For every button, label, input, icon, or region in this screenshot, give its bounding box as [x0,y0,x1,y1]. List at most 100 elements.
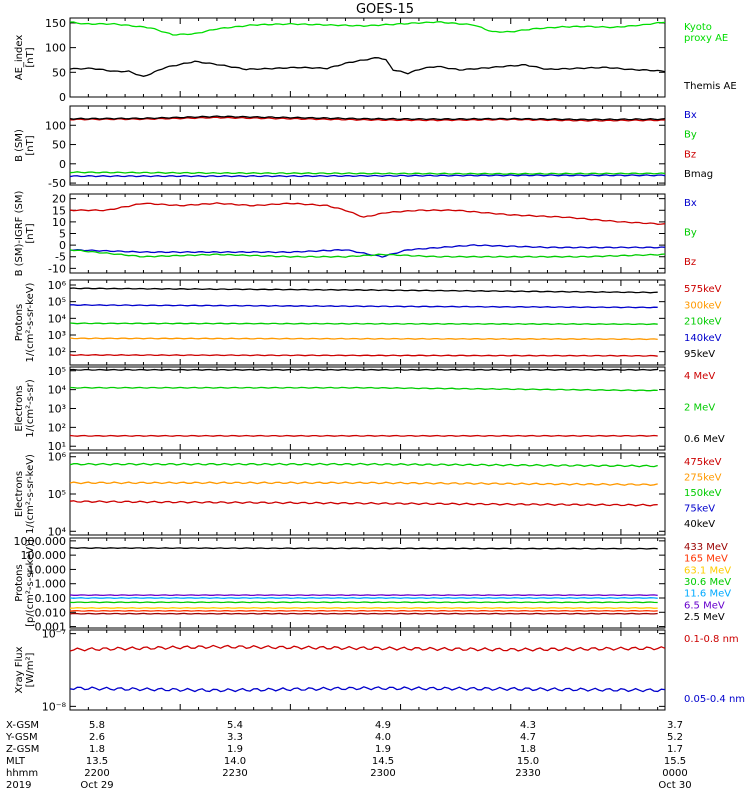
legend-label: 11.6 MeV [684,589,731,600]
legend-label: 75keV [684,504,715,515]
ephemeris-value: 1.8 [520,744,536,755]
y-tick-label: 10⁻⁷ [42,628,66,641]
y-tick-label: 10⁵ [48,488,66,501]
series-line-575kev [69,354,658,357]
plot-frame [69,105,666,186]
ephemeris-value: 2230 [222,768,247,779]
y-axis-label: 1/(cm²-s-sr) [25,379,36,438]
y-tick-label: 0 [59,158,66,171]
y-tick-label: 10.000 [28,563,67,576]
y-tick-label: 20 [52,193,66,206]
legend-label: 150keV [684,488,722,499]
legend-label: 2 MeV [684,403,715,414]
panel-xray: 10⁻⁸ 10⁻⁷ Xray Flux [W/m²] 0.1-0.8 nm 0.05-0.… [14,628,745,714]
ephemeris-value: 0000 [662,768,687,779]
y-tick-label: 100.000 [21,549,67,562]
y-tick-label: 5 [59,228,66,241]
legend-label: 2.5 MeV [684,612,725,623]
series-line-11-6-mev [69,597,658,599]
series-line-275kev [69,481,658,486]
series-line-bx [69,174,666,178]
series-line-2-5-mev [69,547,658,550]
legend-label: By [684,228,697,239]
ephemeris-row-label: 2019 [6,780,31,791]
legend-label: 0.6 MeV [684,434,725,445]
ephemeris-value: 4.9 [375,720,391,731]
y-axis-label: B (SM) [14,129,25,162]
ephemeris-value: Oct 29 [80,780,113,791]
ephemeris-value: Oct 30 [658,780,691,791]
y-axis-label: Protons [14,564,25,601]
y-tick-label: 10⁵ [48,365,66,378]
series-line-2-mev [69,386,658,392]
ephemeris-value: 5.4 [227,720,243,731]
plot-frame [69,537,666,629]
y-tick-label: 50 [52,66,66,79]
legend-label: 40keV [684,519,715,530]
series-line-300kev [69,337,658,341]
series-line-165-mev [69,609,658,612]
ephemeris-value: 1.7 [667,744,683,755]
legend-label: 63.1 MeV [684,565,731,576]
series-line-by [69,171,666,175]
y-axis-label: 1/(cm²-s-sr-keV) [25,282,36,362]
y-tick-label: 0.001 [35,621,67,634]
y-axis-label: [nT] [25,47,36,67]
y-tick-label: 10¹ [48,440,66,453]
legend-label: Bz [684,149,696,160]
series-line-bz [70,116,666,122]
y-tick-label: 1000.000 [14,535,67,548]
legend-label: 300keV [684,300,722,311]
plot-frame [69,279,666,366]
y-tick-label: 1.000 [35,578,67,591]
y-axis-label: Electrons [14,471,25,517]
legend-label: 6.5 MeV [684,600,725,611]
legend-label: 275keV [684,473,722,484]
ephemeris-value: 15.0 [517,756,539,767]
legend-label: 4 MeV [684,371,715,382]
series-line-bz [69,202,666,225]
plot-frame [69,193,666,274]
ephemeris-value: 4.0 [375,732,391,743]
series-line-kyoto-proxy-ae [70,21,666,36]
ephemeris-value: 13.5 [86,756,108,767]
ephemeris-row-label: MLT [6,756,26,767]
legend-label: 140keV [684,333,722,344]
y-tick-label: 150 [45,17,66,30]
series-line-433-mev [69,612,658,615]
ephemeris-value: 2200 [84,768,109,779]
legend-label: Bx [684,110,697,121]
ephemeris-value: 3.7 [667,720,683,731]
figure-title: GOES-15 [356,2,414,17]
ephemeris-value: 2330 [515,768,540,779]
plot-frame [69,366,666,451]
series-line-95kev [69,287,658,294]
series-line-by [69,249,666,258]
legend-label: 0.1-0.8 nm [684,634,739,645]
panel-bsm: -50 0 50 100 B (SM) [nT] Bx By Bz Bmag [14,105,713,190]
ephemeris-row-label: Y-GSM [5,732,38,743]
ephemeris-table: X-GSM 5.8 5.4 4.9 4.3 3.7 Y-GSM 2.6 3.3 4.0 4.7 5.2… [5,720,692,791]
y-tick-label: 10³ [48,329,66,342]
ephemeris-row-label: Z-GSM [6,744,39,755]
y-axis-label: AE_index [14,35,25,81]
ephemeris-row-label: hhmm [6,768,38,779]
ephemeris-value: 4.7 [520,732,536,743]
y-tick-label: 0.100 [35,592,67,605]
legend-label: 475keV [684,457,722,468]
series-line-30-6-mev [69,601,658,604]
y-tick-label: 10³ [48,403,66,416]
series-line-4-mev [69,434,658,437]
y-axis-label: Xray Flux [14,646,25,693]
ephemeris-value: 3.3 [227,732,243,743]
series-line-bmag [69,115,666,121]
series-line-0-1-0-8-nm [69,644,666,652]
legend-label: proxy AE [684,33,728,44]
y-tick-label: 15 [52,204,66,217]
y-axis-label: [p/(cm²-s-sr-keV)] [25,539,36,627]
ephemeris-value: 2.6 [89,732,105,743]
y-tick-label: 10⁶ [48,451,67,464]
series-line-bx [69,244,666,258]
y-axis-label: [nT] [25,135,36,155]
